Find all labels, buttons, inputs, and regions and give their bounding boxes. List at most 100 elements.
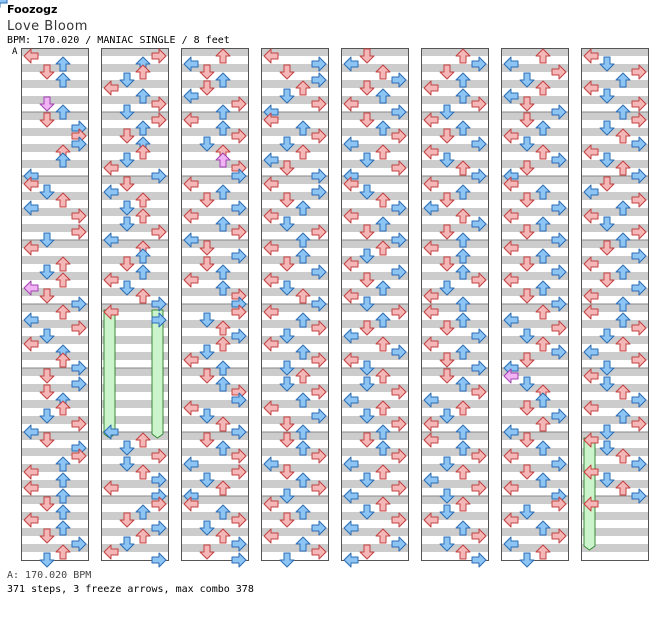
step-arrow-left (503, 480, 519, 496)
step-arrow-down (39, 64, 55, 80)
step-arrow-up (215, 280, 231, 296)
step-arrow-left (583, 208, 599, 224)
step-arrow-left (103, 160, 119, 176)
step-arrow-right (151, 96, 167, 112)
step-arrow-left (183, 112, 199, 128)
beat-stripe (261, 528, 329, 536)
step-arrow-up (375, 312, 391, 328)
step-arrow-left (423, 336, 439, 352)
beat-stripe (101, 496, 169, 504)
step-arrow-left (183, 176, 199, 192)
beat-stripe (501, 400, 569, 408)
step-arrow-right (311, 352, 327, 368)
step-arrow-up (55, 256, 71, 272)
step-arrow-left (423, 432, 439, 448)
step-arrow-left (103, 424, 119, 440)
beat-stripe (21, 48, 89, 56)
step-arrow-up (55, 400, 71, 416)
step-arrow-right (551, 344, 567, 360)
step-arrow-up (455, 72, 471, 88)
step-arrow-up (215, 376, 231, 392)
step-arrow-up (535, 216, 551, 232)
step-arrow-right (231, 328, 247, 344)
step-arrow-down (119, 256, 135, 272)
step-arrow-left (23, 464, 39, 480)
column-frame (421, 48, 489, 561)
beat-stripe (261, 288, 329, 296)
step-arrow-left (183, 496, 199, 512)
step-arrow-down (39, 328, 55, 344)
step-arrow-down (519, 328, 535, 344)
beat-stripe (421, 176, 489, 184)
step-arrow-left (583, 400, 599, 416)
beat-stripe (341, 416, 409, 424)
step-arrow-left (583, 432, 599, 448)
beat-stripe (501, 288, 569, 296)
step-arrow-down (359, 360, 375, 376)
step-arrow-right (71, 136, 87, 152)
step-arrow-right (231, 128, 247, 144)
step-arrow-down (359, 296, 375, 312)
beat-stripe (581, 416, 649, 424)
step-arrow-right (71, 536, 87, 552)
step-arrow-up (535, 440, 551, 456)
beat-stripe (21, 64, 89, 72)
step-arrow-up (375, 528, 391, 544)
step-arrow-down (519, 352, 535, 368)
step-arrow-up (135, 464, 151, 480)
step-arrow-left (263, 176, 279, 192)
step-arrow-down (279, 512, 295, 528)
column-frame (21, 48, 89, 561)
step-arrow-up (215, 320, 231, 336)
step-arrow-down (199, 344, 215, 360)
step-arrow-right (71, 448, 87, 464)
step-arrow-right (71, 296, 87, 312)
beat-stripe (101, 432, 169, 440)
beat-stripe (581, 544, 649, 552)
beat-stripe (341, 320, 409, 328)
step-arrow-up (135, 528, 151, 544)
step-arrow-up (295, 232, 311, 248)
beat-stripe (501, 448, 569, 456)
step-arrow-up (215, 480, 231, 496)
step-arrow-left (23, 312, 39, 328)
beat-stripe (581, 368, 649, 376)
step-arrow-right (631, 320, 647, 336)
step-arrow-left (343, 96, 359, 112)
step-arrow-left (103, 544, 119, 560)
beat-stripe (501, 528, 569, 536)
step-arrow-up (615, 104, 631, 120)
step-arrow-right (311, 320, 327, 336)
step-arrow-down (519, 160, 535, 176)
step-arrow-down (519, 552, 535, 568)
beat-stripe (181, 352, 249, 360)
step-arrow-up (375, 120, 391, 136)
beat-stripe (501, 240, 569, 248)
step-arrow-up (455, 400, 471, 416)
step-arrow-right (311, 96, 327, 112)
step-arrow-right (151, 224, 167, 240)
step-arrow-right (631, 488, 647, 504)
step-arrow-up (215, 504, 231, 520)
step-arrow-left (263, 528, 279, 544)
step-arrow-down (39, 232, 55, 248)
step-arrow-up (375, 144, 391, 160)
step-arrow-down (359, 544, 375, 560)
beat-stripe (101, 480, 169, 488)
step-arrow-up (215, 416, 231, 432)
step-arrow-up (295, 368, 311, 384)
beat-stripe (181, 304, 249, 312)
step-arrow-up (535, 280, 551, 296)
step-arrow-left (503, 128, 519, 144)
step-arrow-right (551, 496, 567, 512)
beat-stripe (341, 144, 409, 152)
beat-stripe (341, 496, 409, 504)
freeze-arrow-body (151, 309, 164, 439)
step-arrow-left (583, 368, 599, 384)
beat-stripe (581, 192, 649, 200)
step-arrow-left (23, 512, 39, 528)
step-arrow-up (615, 72, 631, 88)
beat-stripe (101, 304, 169, 312)
beat-stripe (261, 256, 329, 264)
beat-stripe (341, 96, 409, 104)
